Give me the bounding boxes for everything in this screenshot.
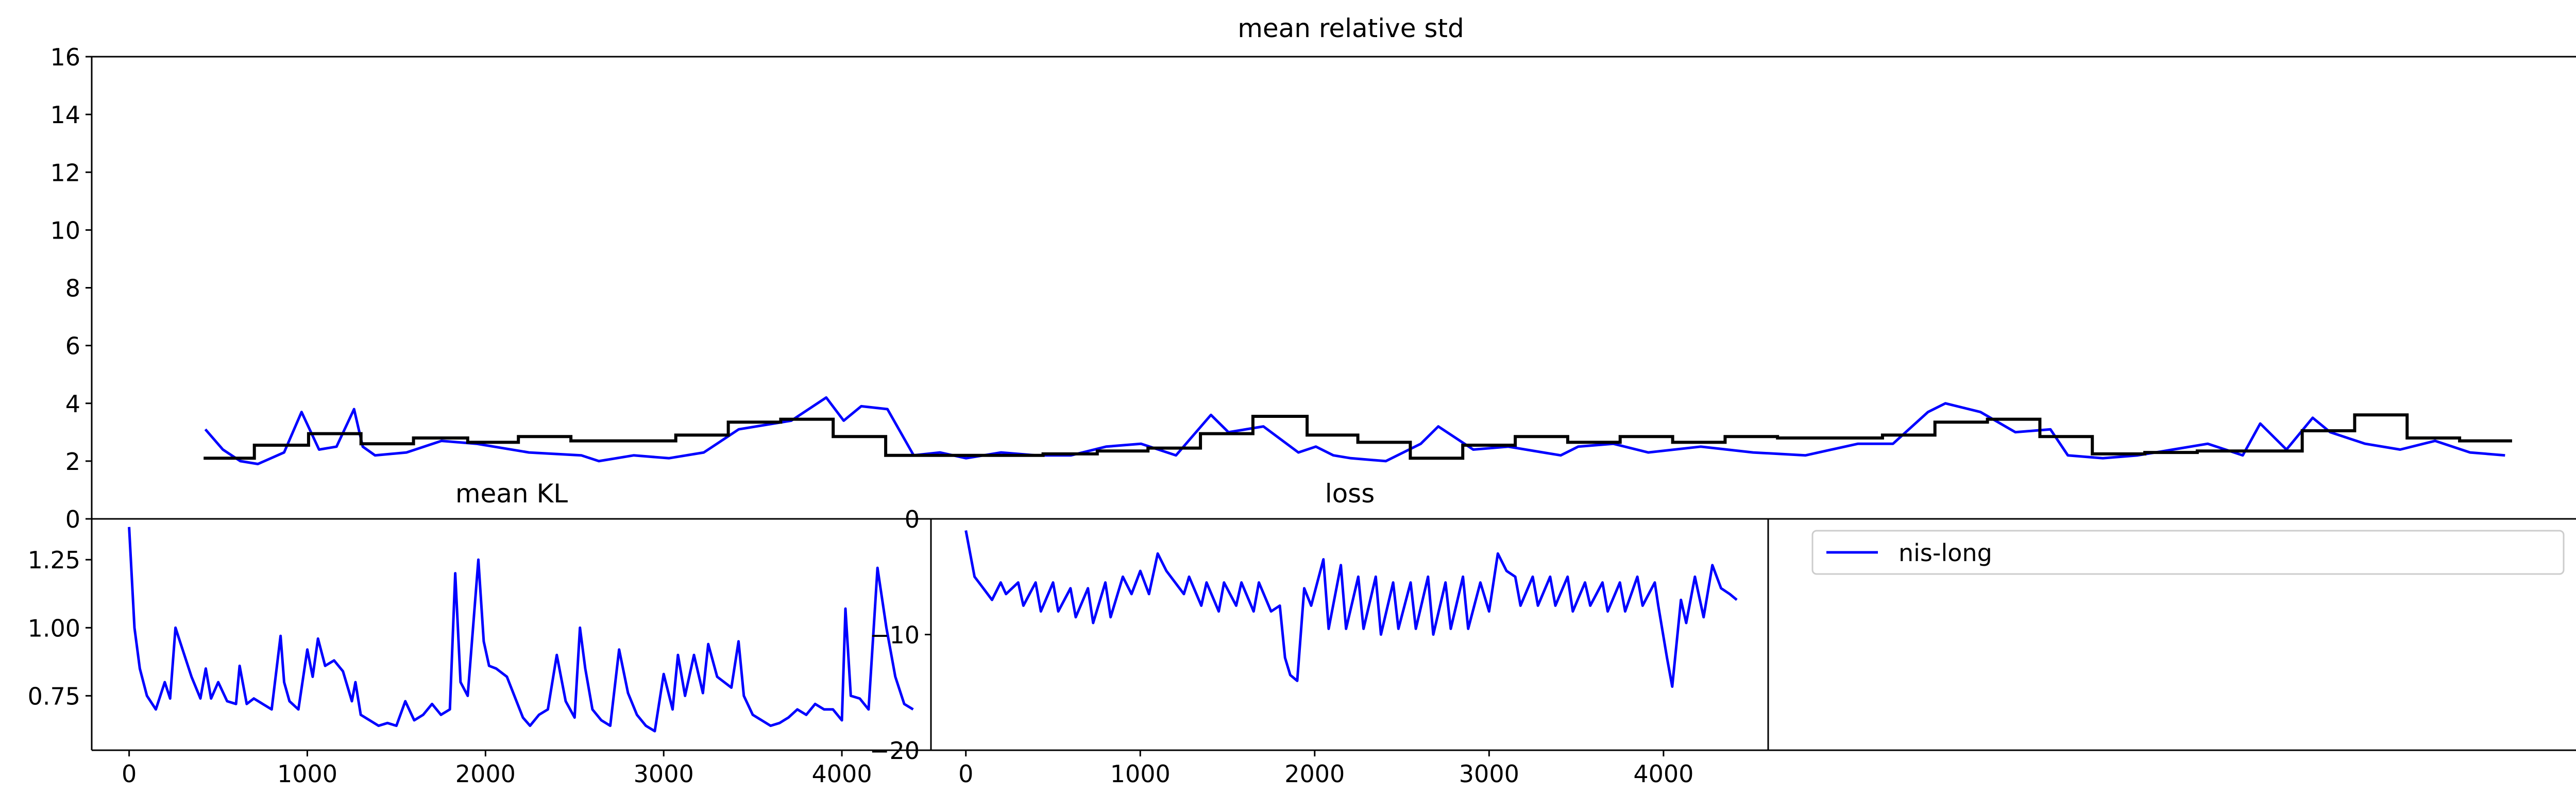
y-tick-label: 8 xyxy=(65,275,80,302)
x-tick-label: 0 xyxy=(122,760,137,788)
x-tick-label: 3000 xyxy=(634,760,694,788)
plot-lines-loss xyxy=(964,530,1738,688)
y-tick-label: 1.25 xyxy=(28,546,80,574)
x-tick-label: 4000 xyxy=(812,760,872,788)
y-tick-label: 1.00 xyxy=(28,614,80,642)
y-tick-label: 12 xyxy=(50,159,80,187)
y-tick-label: 6 xyxy=(65,332,80,360)
step-series-line xyxy=(204,413,2512,460)
x-tick-label: 2000 xyxy=(455,760,516,788)
y-tick-label: 0.75 xyxy=(28,682,80,710)
x-tick-label: 1000 xyxy=(1110,760,1171,788)
plot-lines-mean-kl xyxy=(128,527,914,733)
series-line-nis-long xyxy=(204,396,2505,465)
x-tick-label: 2000 xyxy=(1284,760,1345,788)
plot-lines-mean-relative-std xyxy=(204,396,2512,465)
x-tick-label: 4000 xyxy=(1633,760,1693,788)
legend: nis-long xyxy=(1811,530,2565,575)
y-tick-label: 0 xyxy=(65,505,80,533)
legend-label-nis-long: nis-long xyxy=(1899,539,1992,567)
y-tick-label: 10 xyxy=(50,216,80,244)
series-line-nis-long xyxy=(964,530,1738,688)
y-tick-label: −10 xyxy=(870,621,920,649)
panel-mean-relative-std: mean relative std 0 2 4 6 8 10 12 14 16 xyxy=(50,13,2576,533)
y-axis-ticks-mean-relative-std: 0 2 4 6 8 10 12 14 16 xyxy=(50,43,92,533)
axis-ticks-mean-kl: 0.75 1.00 1.25 0 1000 2000 3000 4000 xyxy=(28,546,872,788)
panel-mean-kl: mean KL 0.75 1.00 1.25 0 1000 2000 3000 4000 xyxy=(28,479,914,788)
chart-title-loss: loss xyxy=(1325,479,1375,509)
series-line-nis-long xyxy=(128,527,914,733)
x-tick-label: 3000 xyxy=(1459,760,1519,788)
y-tick-label: 2 xyxy=(65,448,80,476)
y-tick-label: 4 xyxy=(65,390,80,418)
x-tick-label: 1000 xyxy=(277,760,337,788)
chart-title-mean-kl: mean KL xyxy=(455,479,568,509)
y-tick-label: 16 xyxy=(50,43,80,71)
chart-title-mean-relative-std: mean relative std xyxy=(1238,13,1464,43)
y-tick-label: 14 xyxy=(50,101,80,129)
x-tick-label: 0 xyxy=(958,760,973,788)
legend-box xyxy=(1811,530,2565,575)
